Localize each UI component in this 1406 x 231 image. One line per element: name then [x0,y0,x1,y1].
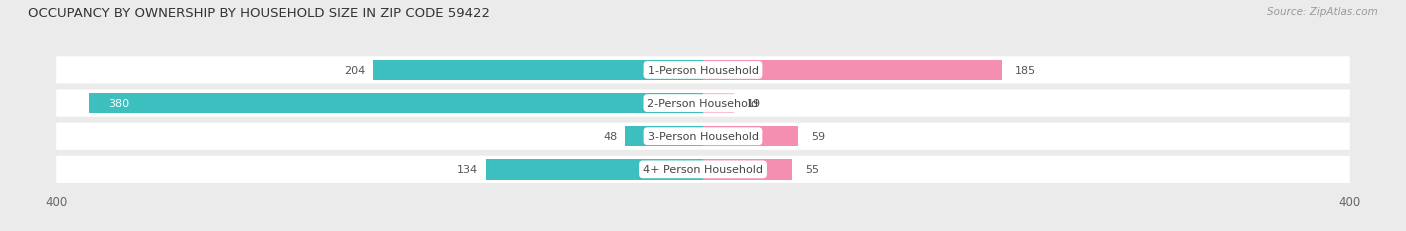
FancyBboxPatch shape [56,123,1350,150]
FancyBboxPatch shape [56,57,1350,84]
Bar [703,159,792,180]
Text: Source: ZipAtlas.com: Source: ZipAtlas.com [1267,7,1378,17]
Bar [703,126,799,147]
Text: 1-Person Household: 1-Person Household [648,66,758,76]
Text: 380: 380 [108,99,129,109]
Text: 48: 48 [603,132,617,142]
Text: 3-Person Household: 3-Person Household [648,132,758,142]
Bar [703,60,1002,81]
Text: 4+ Person Household: 4+ Person Household [643,165,763,175]
Text: 55: 55 [804,165,818,175]
Bar [626,126,703,147]
Bar [373,60,703,81]
Text: 59: 59 [811,132,825,142]
FancyBboxPatch shape [56,90,1350,117]
Bar [703,93,734,114]
Text: 19: 19 [747,99,761,109]
Text: 204: 204 [344,66,366,76]
Text: 185: 185 [1015,66,1036,76]
Bar [486,159,703,180]
Text: 134: 134 [457,165,478,175]
Text: OCCUPANCY BY OWNERSHIP BY HOUSEHOLD SIZE IN ZIP CODE 59422: OCCUPANCY BY OWNERSHIP BY HOUSEHOLD SIZE… [28,7,491,20]
Bar [89,93,703,114]
Text: 2-Person Household: 2-Person Household [647,99,759,109]
FancyBboxPatch shape [56,156,1350,183]
